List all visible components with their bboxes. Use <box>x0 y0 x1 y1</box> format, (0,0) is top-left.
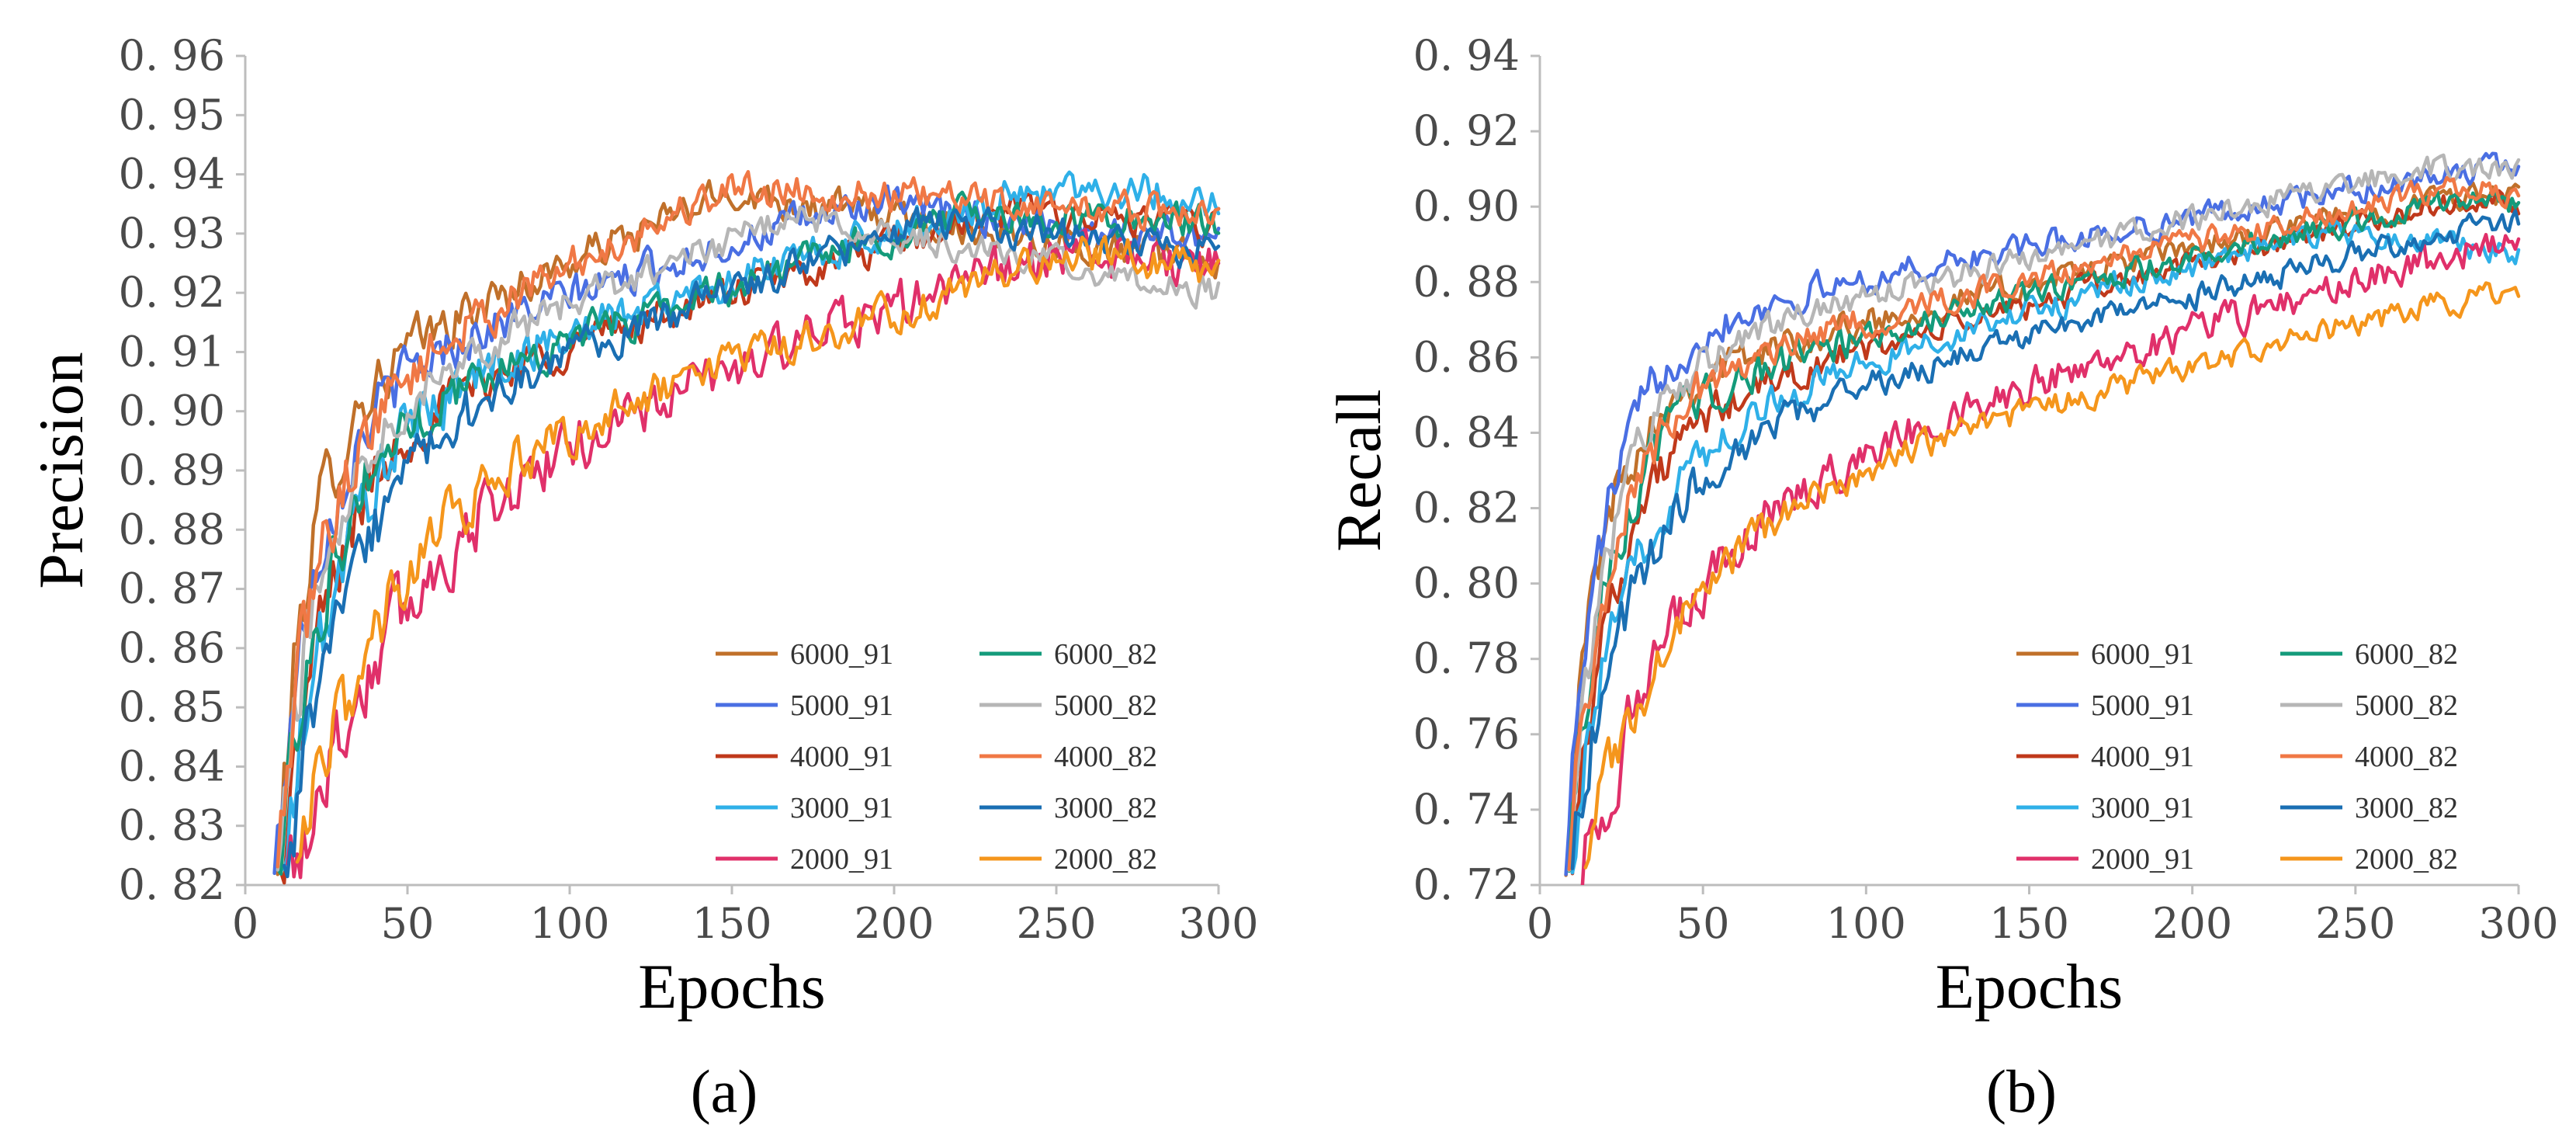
legend-label: 4000_82 <box>2355 741 2458 773</box>
legend-label: 4000_91 <box>790 741 893 773</box>
x-tick-label: 200 <box>2152 899 2232 948</box>
y-tick-label: 0. 94 <box>119 150 225 199</box>
y-tick-label: 0. 86 <box>1413 332 1520 381</box>
series-line-2000-91 <box>286 227 1221 880</box>
panel-label: (b) <box>1986 1057 2057 1125</box>
legend-label: 6000_82 <box>1054 638 1157 671</box>
series-line-2000-91 <box>1580 232 2521 885</box>
series-line-6000-82 <box>1567 188 2521 873</box>
legend-label: 6000_82 <box>2355 638 2458 671</box>
legend-label: 4000_91 <box>2091 741 2194 773</box>
y-tick-label: 0. 86 <box>119 623 225 672</box>
y-tick-label: 0. 90 <box>1413 182 1520 231</box>
y-tick-label: 0. 82 <box>119 860 225 909</box>
legend-label: 5000_91 <box>790 689 893 722</box>
legend: 6000_91 5000_91 4000_91 3000_91 2000_91 6000_… <box>2016 638 2458 876</box>
series-line-3000-82 <box>1570 209 2521 870</box>
precision-chart: 0. 82 0. 83 0. 84 0. 85 0. 86 0. 87 0. 88 0. 89… <box>26 31 1259 1125</box>
series-line-2000-82 <box>1583 281 2521 870</box>
y-tick-label: 0. 90 <box>119 387 225 436</box>
y-tick-label: 0. 74 <box>1413 785 1520 834</box>
series-line-3000-91 <box>1570 219 2521 875</box>
y-tick-label: 0. 91 <box>119 327 225 376</box>
y-tick-label: 0. 87 <box>119 564 225 613</box>
series-line-4000-82 <box>1567 175 2521 872</box>
y-tick-label: 0. 88 <box>1413 257 1520 306</box>
legend: 6000_91 5000_91 4000_91 3000_91 2000_91 6000_… <box>716 638 1157 876</box>
y-tick-label: 0. 82 <box>1413 484 1520 533</box>
x-tick-label: 100 <box>1826 899 1906 948</box>
y-axis-title: Precision <box>26 352 96 588</box>
legend-label: 6000_91 <box>2091 638 2194 671</box>
legend-label: 6000_91 <box>790 638 893 671</box>
series-line-5000-91 <box>1564 151 2521 876</box>
x-tick-label: 0 <box>1527 899 1553 948</box>
y-tick-label: 0. 78 <box>1413 634 1520 683</box>
x-tick-label: 200 <box>854 899 934 948</box>
series-line-3000-82 <box>282 206 1221 879</box>
legend-label: 3000_82 <box>1054 792 1157 824</box>
x-tick-label: 300 <box>1178 899 1258 948</box>
x-axis-title: Epochs <box>1936 951 2123 1022</box>
series-line-5000-82 <box>276 205 1221 872</box>
legend-label: 2000_91 <box>790 843 893 876</box>
y-tick-label: 0. 76 <box>1413 710 1520 758</box>
y-axis-title: Recall <box>1323 389 1394 551</box>
y-tick-label: 0. 84 <box>119 741 225 790</box>
x-tick-label: 150 <box>692 899 771 948</box>
y-tick-label: 0. 93 <box>119 209 225 258</box>
y-tick-label: 0. 72 <box>1413 860 1520 909</box>
legend-label: 5000_91 <box>2091 689 2194 722</box>
y-tick-label: 0. 95 <box>119 90 225 139</box>
x-tick-label: 100 <box>529 899 609 948</box>
y-tick-label: 0. 92 <box>1413 106 1520 155</box>
y-tick-label: 0. 83 <box>119 801 225 850</box>
y-tick-label: 0. 80 <box>1413 559 1520 608</box>
series-line-2000-82 <box>295 234 1221 864</box>
legend-label: 3000_91 <box>790 792 893 824</box>
y-tick-label: 0. 84 <box>1413 408 1520 456</box>
x-tick-label: 150 <box>1989 899 2069 948</box>
x-axis-title: Epochs <box>638 951 825 1022</box>
series-line-4000-91 <box>1570 189 2521 876</box>
x-tick-label: 0 <box>232 899 258 948</box>
series-line-4000-91 <box>279 193 1221 885</box>
series-line-4000-82 <box>276 170 1221 869</box>
x-tick-label: 50 <box>1676 899 1730 948</box>
series-line-5000-82 <box>1567 153 2521 873</box>
legend-label: 4000_82 <box>1054 741 1157 773</box>
x-tick-label: 250 <box>1016 899 1096 948</box>
legend-label: 2000_82 <box>2355 843 2458 876</box>
y-tick-label: 0. 85 <box>119 682 225 731</box>
recall-chart: 0. 72 0. 74 0. 76 0. 78 0. 80 0. 82 0. 84 0. 86… <box>1323 31 2559 1125</box>
legend-label: 2000_82 <box>1054 843 1157 876</box>
legend-label: 5000_82 <box>1054 689 1157 722</box>
x-tick-label: 250 <box>2315 899 2395 948</box>
legend-label: 5000_82 <box>2355 689 2458 722</box>
y-tick-label: 0. 94 <box>1413 31 1520 80</box>
y-tick-label: 0. 89 <box>119 446 225 495</box>
legend-label: 3000_91 <box>2091 792 2194 824</box>
panel-label: (a) <box>691 1057 758 1125</box>
x-tick-label: 50 <box>381 899 435 948</box>
y-tick-label: 0. 96 <box>119 31 225 80</box>
y-tick-label: 0. 92 <box>119 268 225 317</box>
x-tick-label: 300 <box>2478 899 2558 948</box>
legend-label: 2000_91 <box>2091 843 2194 876</box>
y-tick-label: 0. 88 <box>119 505 225 554</box>
legend-label: 3000_82 <box>2355 792 2458 824</box>
